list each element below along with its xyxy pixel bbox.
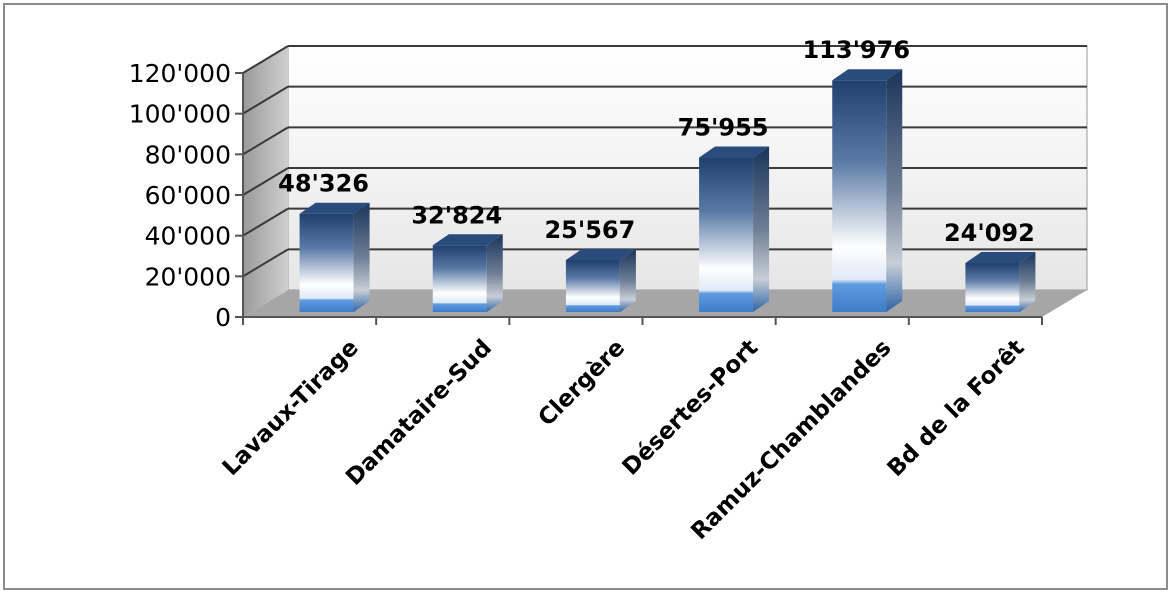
bar: [832, 69, 903, 312]
gridline-side: [242, 45, 289, 74]
data-label: 113'976: [802, 36, 910, 64]
x-tick-label: Désertes-Port: [618, 335, 764, 481]
y-tick-label: 120'000: [129, 59, 231, 88]
y-tick-label: 100'000: [129, 100, 231, 129]
gridline-side: [242, 126, 289, 156]
bar-side: [753, 146, 770, 312]
gridline-side: [242, 248, 289, 278]
bar-top: [299, 202, 370, 214]
bar-front: [832, 80, 887, 312]
bar-top: [432, 234, 503, 246]
x-tick-label: Clergère: [533, 335, 630, 432]
bar-front: [299, 213, 354, 312]
gridlines: [242, 45, 1087, 278]
bar: [699, 146, 770, 312]
y-tick-label: 40'000: [145, 222, 231, 251]
bar: [565, 249, 636, 312]
gridline-side: [242, 167, 289, 196]
data-label: 32'824: [411, 201, 502, 229]
bar-side: [353, 202, 370, 312]
bar: [965, 252, 1036, 312]
bar-front: [432, 245, 487, 312]
y-tick-label: 0: [215, 303, 231, 332]
chart-floor: [243, 290, 1087, 317]
x-tick-label: Damataire-Sud: [341, 335, 497, 491]
bar-side: [619, 249, 636, 312]
bar-side: [1019, 252, 1036, 312]
data-label: 24'092: [944, 219, 1035, 247]
bar: [432, 234, 503, 312]
bar-top: [699, 146, 770, 158]
x-tick-label: Lavaux-Tirage: [218, 335, 364, 481]
bar: [299, 202, 370, 312]
bar-front: [565, 260, 620, 312]
y-tick-label: 60'000: [145, 181, 231, 210]
gridline-side: [242, 207, 289, 237]
y-tick-labels: 0 20'000 40'000 60'000 80'000 100'000 120'000: [129, 59, 231, 332]
data-label: 25'567: [544, 216, 635, 244]
data-label: 48'326: [278, 170, 369, 198]
bar-side: [486, 234, 503, 312]
gridline-side: [242, 85, 289, 115]
bars: [299, 69, 1036, 312]
y-tick-label: 20'000: [145, 262, 231, 291]
bar-top: [565, 249, 636, 261]
bar-front: [699, 157, 754, 312]
y-tick-label: 80'000: [145, 140, 231, 169]
bar-top: [832, 69, 903, 81]
bar-side: [886, 69, 903, 312]
axes: [235, 72, 1043, 325]
data-label: 75'955: [678, 114, 769, 142]
bar-front: [965, 263, 1020, 312]
x-tick-label: Bd de la Forêt: [883, 335, 1030, 482]
bar-top: [965, 252, 1036, 264]
data-labels: 48'326 32'824 25'567 75'955 113'976 24'092: [278, 36, 1035, 247]
